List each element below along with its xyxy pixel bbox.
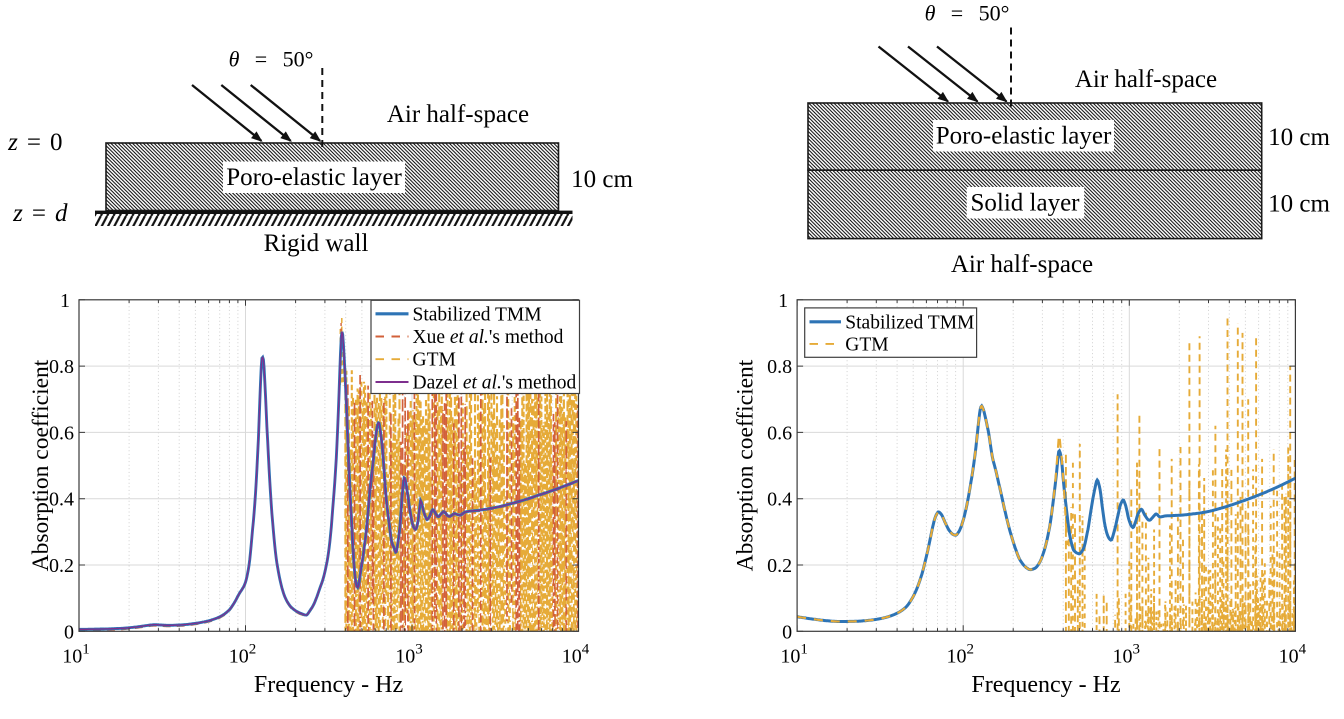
svg-text:Air half-space: Air half-space [1075,66,1217,93]
svg-text:Air half-space: Air half-space [951,251,1093,278]
svg-text:z = d: z = d [12,200,69,227]
svg-text:0.6: 0.6 [49,422,74,444]
svg-text:Rigid wall: Rigid wall [264,230,369,257]
svg-text:Poro-elastic layer: Poro-elastic layer [936,123,1112,150]
svg-text:Solid layer: Solid layer [970,190,1080,217]
svg-text:0.8: 0.8 [767,356,792,378]
svg-text:10 cm: 10 cm [571,166,633,193]
svg-text:0: 0 [64,621,74,643]
svg-text:Dazel et al.'s method: Dazel et al.'s method [413,373,577,394]
svg-text:Absorption coefficient: Absorption coefficient [733,359,759,571]
svg-text:10 cm: 10 cm [1268,124,1330,151]
svg-text:Poro-elastic layer: Poro-elastic layer [226,164,402,191]
svg-text:104: 104 [562,641,590,667]
svg-text:Stabilized TMM: Stabilized TMM [413,304,542,325]
svg-text:0.2: 0.2 [767,555,792,577]
svg-text:Frequency - Hz: Frequency - Hz [254,672,403,698]
svg-text:θ = 50°: θ = 50° [925,1,1010,26]
svg-text:0.6: 0.6 [767,422,792,444]
svg-text:Stabilized TMM: Stabilized TMM [845,312,974,333]
svg-text:0: 0 [782,621,792,643]
svg-text:GTM: GTM [413,350,456,371]
svg-text:Air half-space: Air half-space [387,101,529,128]
svg-text:GTM: GTM [845,334,888,355]
svg-text:Absorption coefficient: Absorption coefficient [28,359,54,571]
svg-text:z = 0: z = 0 [7,129,64,156]
svg-text:0.2: 0.2 [49,555,74,577]
svg-text:10 cm: 10 cm [1268,191,1330,218]
svg-text:Xue et al.'s method: Xue et al.'s method [413,327,564,348]
svg-text:0.8: 0.8 [49,356,74,378]
svg-text:1: 1 [778,290,788,312]
svg-text:0.4: 0.4 [767,489,792,511]
svg-text:Frequency - Hz: Frequency - Hz [971,672,1120,698]
svg-text:θ = 50°: θ = 50° [229,47,314,72]
svg-text:1: 1 [60,290,70,312]
svg-text:0.4: 0.4 [49,489,74,511]
